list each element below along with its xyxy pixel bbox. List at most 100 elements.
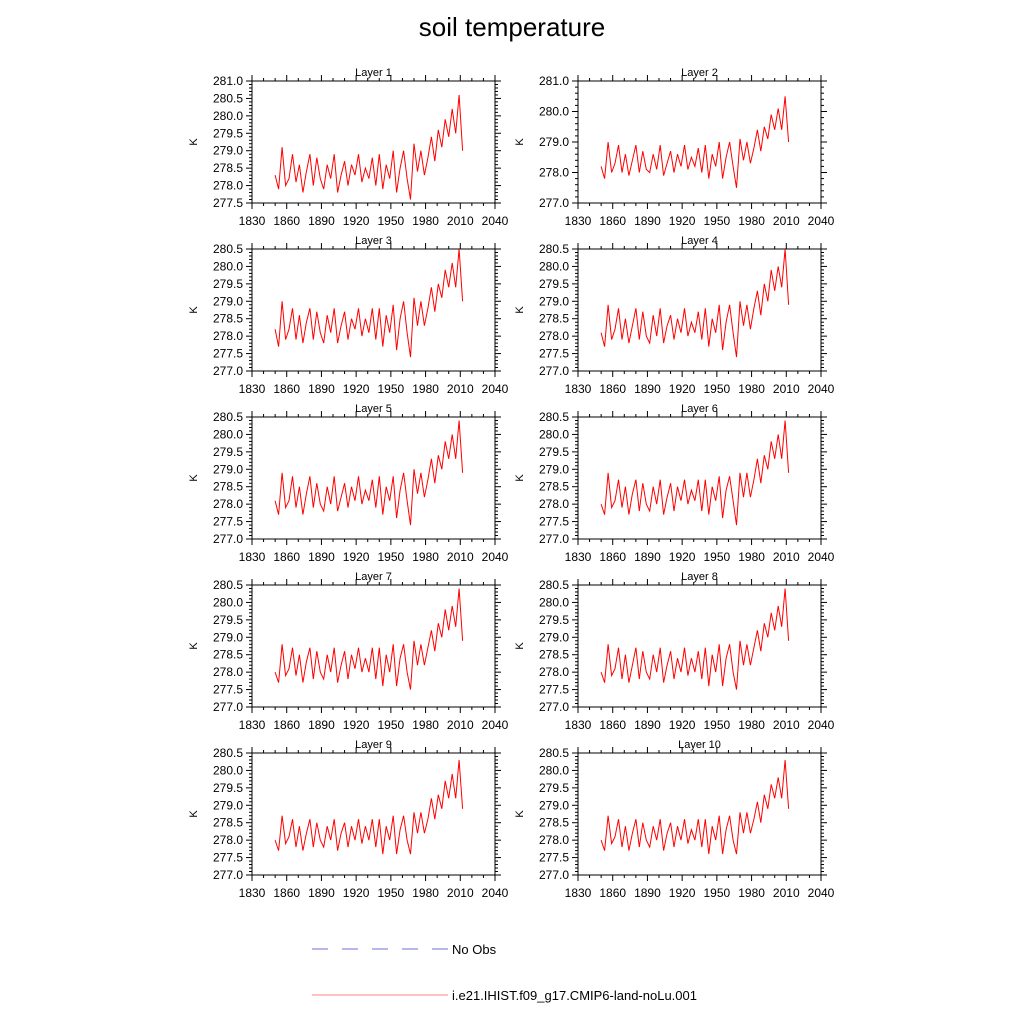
x-tick-label: 1860 [599, 718, 626, 732]
x-tick-label: 1920 [343, 382, 370, 396]
y-tick-label: 279.0 [213, 144, 243, 158]
x-tick-label: 1950 [704, 718, 731, 732]
y-tick-label: 278.5 [213, 161, 243, 175]
y-tick-label: 278.5 [539, 816, 569, 830]
x-tick-label: 1830 [565, 550, 592, 564]
y-tick-label: 278.5 [213, 480, 243, 494]
x-tick-label: 1920 [343, 718, 370, 732]
y-tick-label: 278.5 [539, 648, 569, 662]
x-tick-label: 2040 [482, 550, 509, 564]
y-tick-label: 278.5 [213, 816, 243, 830]
y-tick-label: 279.5 [213, 277, 243, 291]
x-tick-label: 1980 [412, 214, 439, 228]
x-tick-label: 1980 [412, 886, 439, 900]
x-tick-label: 1830 [239, 550, 266, 564]
x-tick-label: 2010 [773, 214, 800, 228]
y-tick-label: 277.0 [539, 700, 569, 714]
x-tick-label: 1920 [669, 382, 696, 396]
x-tick-label: 2040 [808, 718, 835, 732]
y-tick-label: 280.5 [539, 578, 569, 592]
x-tick-label: 2040 [482, 718, 509, 732]
series-line-0 [600, 96, 790, 188]
panel-layer-8: Layer 8 K 277.0 277.5 278.0 278.5 279.0 279.5 28… [514, 571, 835, 732]
y-tick-label: 280.5 [539, 746, 569, 760]
x-tick-label: 2040 [808, 214, 835, 228]
y-tick-label: 280.5 [539, 410, 569, 424]
x-tick-label: 1950 [704, 214, 731, 228]
y-axis-label: K [188, 306, 200, 314]
x-tick-label: 2040 [482, 382, 509, 396]
y-tick-label: 279.0 [539, 462, 569, 476]
plot-frame [251, 752, 496, 876]
y-tick-label: 279.5 [213, 126, 243, 140]
panel-title: Layer 8 [681, 571, 718, 583]
x-tick-label: 1830 [565, 718, 592, 732]
x-tick-label: 1920 [669, 214, 696, 228]
panel-title: Layer 3 [355, 235, 392, 247]
y-tick-label: 281.0 [539, 74, 569, 88]
y-tick-label: 277.0 [539, 196, 569, 210]
y-tick-label: 278.0 [213, 329, 243, 343]
panel-layer-2: Layer 2 K 277.0 278.0 279.0 280.0 281.0 1830 186… [514, 67, 835, 228]
x-tick-label: 1830 [565, 886, 592, 900]
plot-frame [251, 416, 496, 540]
plot-frame [577, 248, 822, 372]
y-tick-label: 280.5 [539, 242, 569, 256]
y-tick-label: 280.0 [539, 105, 569, 119]
panel-layer-10: Layer 10 K 277.0 277.5 278.0 278.5 279.0 279.5 2… [514, 739, 835, 900]
x-tick-label: 1920 [669, 886, 696, 900]
x-tick-label: 1830 [239, 718, 266, 732]
panel-title: Layer 2 [681, 67, 718, 79]
y-tick-label: 278.5 [539, 312, 569, 326]
panel-title: Layer 1 [355, 67, 392, 79]
plot-frame [251, 584, 496, 708]
x-tick-label: 1980 [738, 382, 765, 396]
x-tick-label: 1860 [599, 214, 626, 228]
y-tick-label: 280.0 [539, 259, 569, 273]
y-axis-label: K [188, 810, 200, 818]
y-axis-label: K [188, 474, 200, 482]
x-tick-label: 1920 [343, 214, 370, 228]
y-axis-label: K [188, 138, 200, 146]
x-tick-label: 2040 [482, 886, 509, 900]
y-tick-label: 280.0 [539, 427, 569, 441]
x-tick-label: 1980 [738, 718, 765, 732]
y-tick-label: 280.0 [539, 763, 569, 777]
x-tick-label: 2040 [808, 886, 835, 900]
y-axis-label: K [514, 642, 526, 650]
y-tick-label: 280.5 [213, 578, 243, 592]
y-tick-label: 278.0 [213, 497, 243, 511]
x-tick-label: 1860 [599, 382, 626, 396]
series-line-0 [600, 248, 790, 358]
x-tick-label: 2010 [447, 718, 474, 732]
y-tick-label: 277.0 [213, 364, 243, 378]
panel-title: Layer 5 [355, 403, 392, 415]
panel-layer-3: Layer 3 K 277.0 277.5 278.0 278.5 279.0 279.5 28… [188, 235, 509, 396]
x-tick-label: 2040 [482, 214, 509, 228]
y-axis-label: K [514, 810, 526, 818]
y-tick-label: 279.5 [539, 277, 569, 291]
x-tick-label: 1890 [634, 382, 661, 396]
x-tick-label: 1980 [738, 886, 765, 900]
y-tick-label: 278.0 [213, 833, 243, 847]
x-tick-label: 1890 [308, 550, 335, 564]
plot-frame [251, 248, 496, 372]
x-tick-label: 1890 [308, 382, 335, 396]
x-tick-label: 2010 [447, 886, 474, 900]
y-tick-label: 279.0 [539, 630, 569, 644]
y-tick-label: 279.5 [213, 613, 243, 627]
panel-title: Layer 4 [681, 235, 718, 247]
y-tick-label: 277.5 [213, 851, 243, 865]
series-line-0 [274, 248, 464, 358]
x-tick-label: 2040 [808, 382, 835, 396]
x-tick-label: 1830 [239, 214, 266, 228]
y-tick-label: 281.0 [213, 74, 243, 88]
panel-title: Layer 7 [355, 571, 392, 583]
y-tick-label: 277.0 [213, 532, 243, 546]
y-tick-label: 279.5 [539, 613, 569, 627]
y-tick-label: 277.0 [539, 868, 569, 882]
y-tick-label: 280.5 [213, 410, 243, 424]
panel-layer-5: Layer 5 K 277.0 277.5 278.0 278.5 279.0 279.5 28… [188, 403, 509, 564]
y-tick-label: 277.5 [539, 347, 569, 361]
